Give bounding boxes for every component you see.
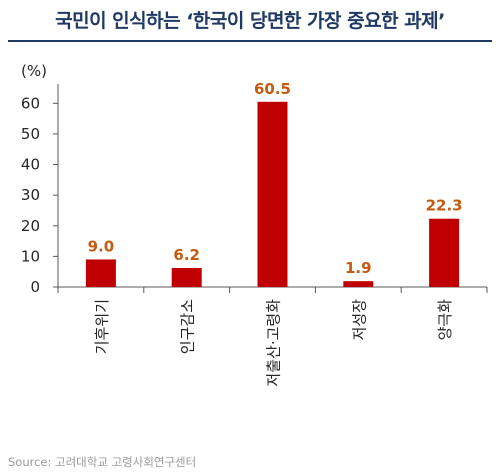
y-tick-label: 0 (30, 278, 40, 296)
x-category-label: 양극화 (436, 299, 454, 341)
bars (85, 101, 460, 288)
title-underline (8, 40, 492, 42)
y-axis-unit-label: (%) (21, 62, 47, 80)
bar (429, 218, 460, 287)
value-label: 6.2 (173, 246, 200, 264)
value-label: 1.9 (345, 259, 372, 277)
chart-title: 국민이 인식하는 ‘한국이 당면한 가장 중요한 과제’ (55, 10, 445, 32)
source-note: Source: 고려대학교 고령사회연구센터 (8, 455, 197, 469)
x-category-label: 저출산·고령화 (265, 299, 283, 387)
value-label: 60.5 (254, 80, 291, 98)
x-category-label: 기후위기 (93, 299, 111, 354)
x-category-label: 저성장 (350, 299, 368, 341)
x-category-label: 인구감소 (179, 299, 197, 354)
y-tick-label: 30 (21, 186, 40, 204)
bar (85, 259, 116, 287)
x-axis-category-labels: 기후위기 인구감소 저출산·고령화 저성장 양극화 (93, 299, 454, 387)
y-tick-label: 10 (21, 247, 40, 265)
bar (257, 101, 288, 288)
y-tick-label: 60 (21, 94, 40, 112)
value-labels: 9.0 6.2 60.5 1.9 22.3 (88, 80, 463, 277)
y-axis-ticks: 0 10 20 30 40 50 60 (21, 94, 58, 296)
y-tick-label: 50 (21, 125, 40, 143)
value-label: 9.0 (88, 237, 115, 255)
y-tick-label: 40 (21, 156, 40, 174)
value-label: 22.3 (426, 197, 463, 215)
bar (343, 281, 374, 287)
bar (171, 268, 202, 287)
y-tick-label: 20 (21, 217, 40, 235)
